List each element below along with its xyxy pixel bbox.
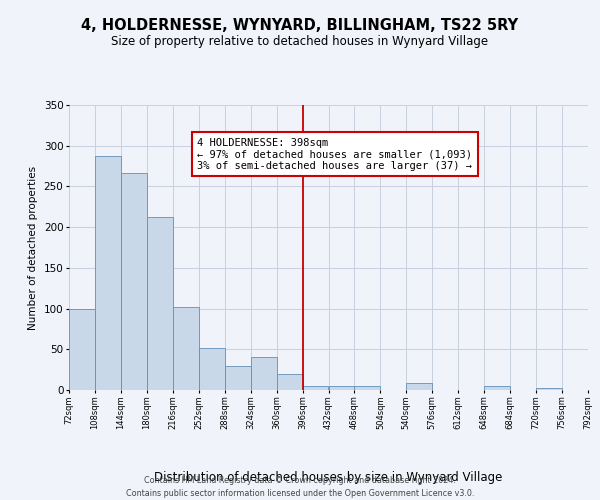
Text: Size of property relative to detached houses in Wynyard Village: Size of property relative to detached ho…: [112, 35, 488, 48]
Bar: [69, 308, 95, 390]
X-axis label: Distribution of detached houses by size in Wynyard Village: Distribution of detached houses by size …: [154, 471, 503, 484]
Text: 4, HOLDERNESSE, WYNYARD, BILLINGHAM, TS22 5RY: 4, HOLDERNESSE, WYNYARD, BILLINGHAM, TS2…: [82, 18, 518, 32]
Bar: [224, 366, 251, 390]
Bar: [147, 218, 173, 390]
Text: Contains HM Land Registry data © Crown copyright and database right 2024.
Contai: Contains HM Land Registry data © Crown c…: [126, 476, 474, 498]
Bar: [95, 156, 121, 390]
Bar: [121, 172, 147, 390]
Bar: [173, 307, 199, 390]
Bar: [484, 386, 510, 390]
Bar: [199, 348, 224, 390]
Bar: [302, 386, 329, 390]
Bar: [406, 384, 432, 390]
Bar: [277, 374, 302, 390]
Text: 4 HOLDERNESSE: 398sqm
← 97% of detached houses are smaller (1,093)
3% of semi-de: 4 HOLDERNESSE: 398sqm ← 97% of detached …: [197, 138, 472, 171]
Bar: [536, 388, 562, 390]
Bar: [355, 386, 380, 390]
Bar: [329, 386, 355, 390]
Y-axis label: Number of detached properties: Number of detached properties: [28, 166, 38, 330]
Bar: [251, 358, 277, 390]
